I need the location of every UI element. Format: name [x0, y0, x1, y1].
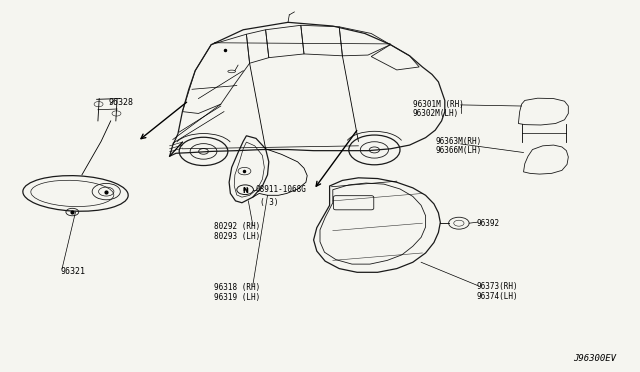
Text: 96373(RH): 96373(RH) [477, 282, 518, 291]
Text: J96300EV: J96300EV [573, 354, 616, 363]
Text: 96363M(RH): 96363M(RH) [435, 137, 481, 146]
Text: N: N [243, 187, 248, 192]
Text: 96301M (RH): 96301M (RH) [413, 100, 463, 109]
Text: ( 3): ( 3) [260, 198, 279, 207]
Text: 96374(LH): 96374(LH) [477, 292, 518, 301]
Text: 96302M(LH): 96302M(LH) [413, 109, 459, 118]
Text: 08911-1068G: 08911-1068G [256, 185, 307, 194]
Text: N: N [242, 188, 248, 194]
Text: 96366M(LH): 96366M(LH) [435, 146, 481, 155]
Text: 80292 (RH): 80292 (RH) [214, 222, 260, 231]
Text: 96328: 96328 [109, 98, 134, 107]
Text: 96392: 96392 [477, 219, 500, 228]
Text: 96318 (RH): 96318 (RH) [214, 283, 260, 292]
Text: 96321: 96321 [61, 267, 86, 276]
Text: 96319 (LH): 96319 (LH) [214, 293, 260, 302]
Text: 80293 (LH): 80293 (LH) [214, 232, 260, 241]
